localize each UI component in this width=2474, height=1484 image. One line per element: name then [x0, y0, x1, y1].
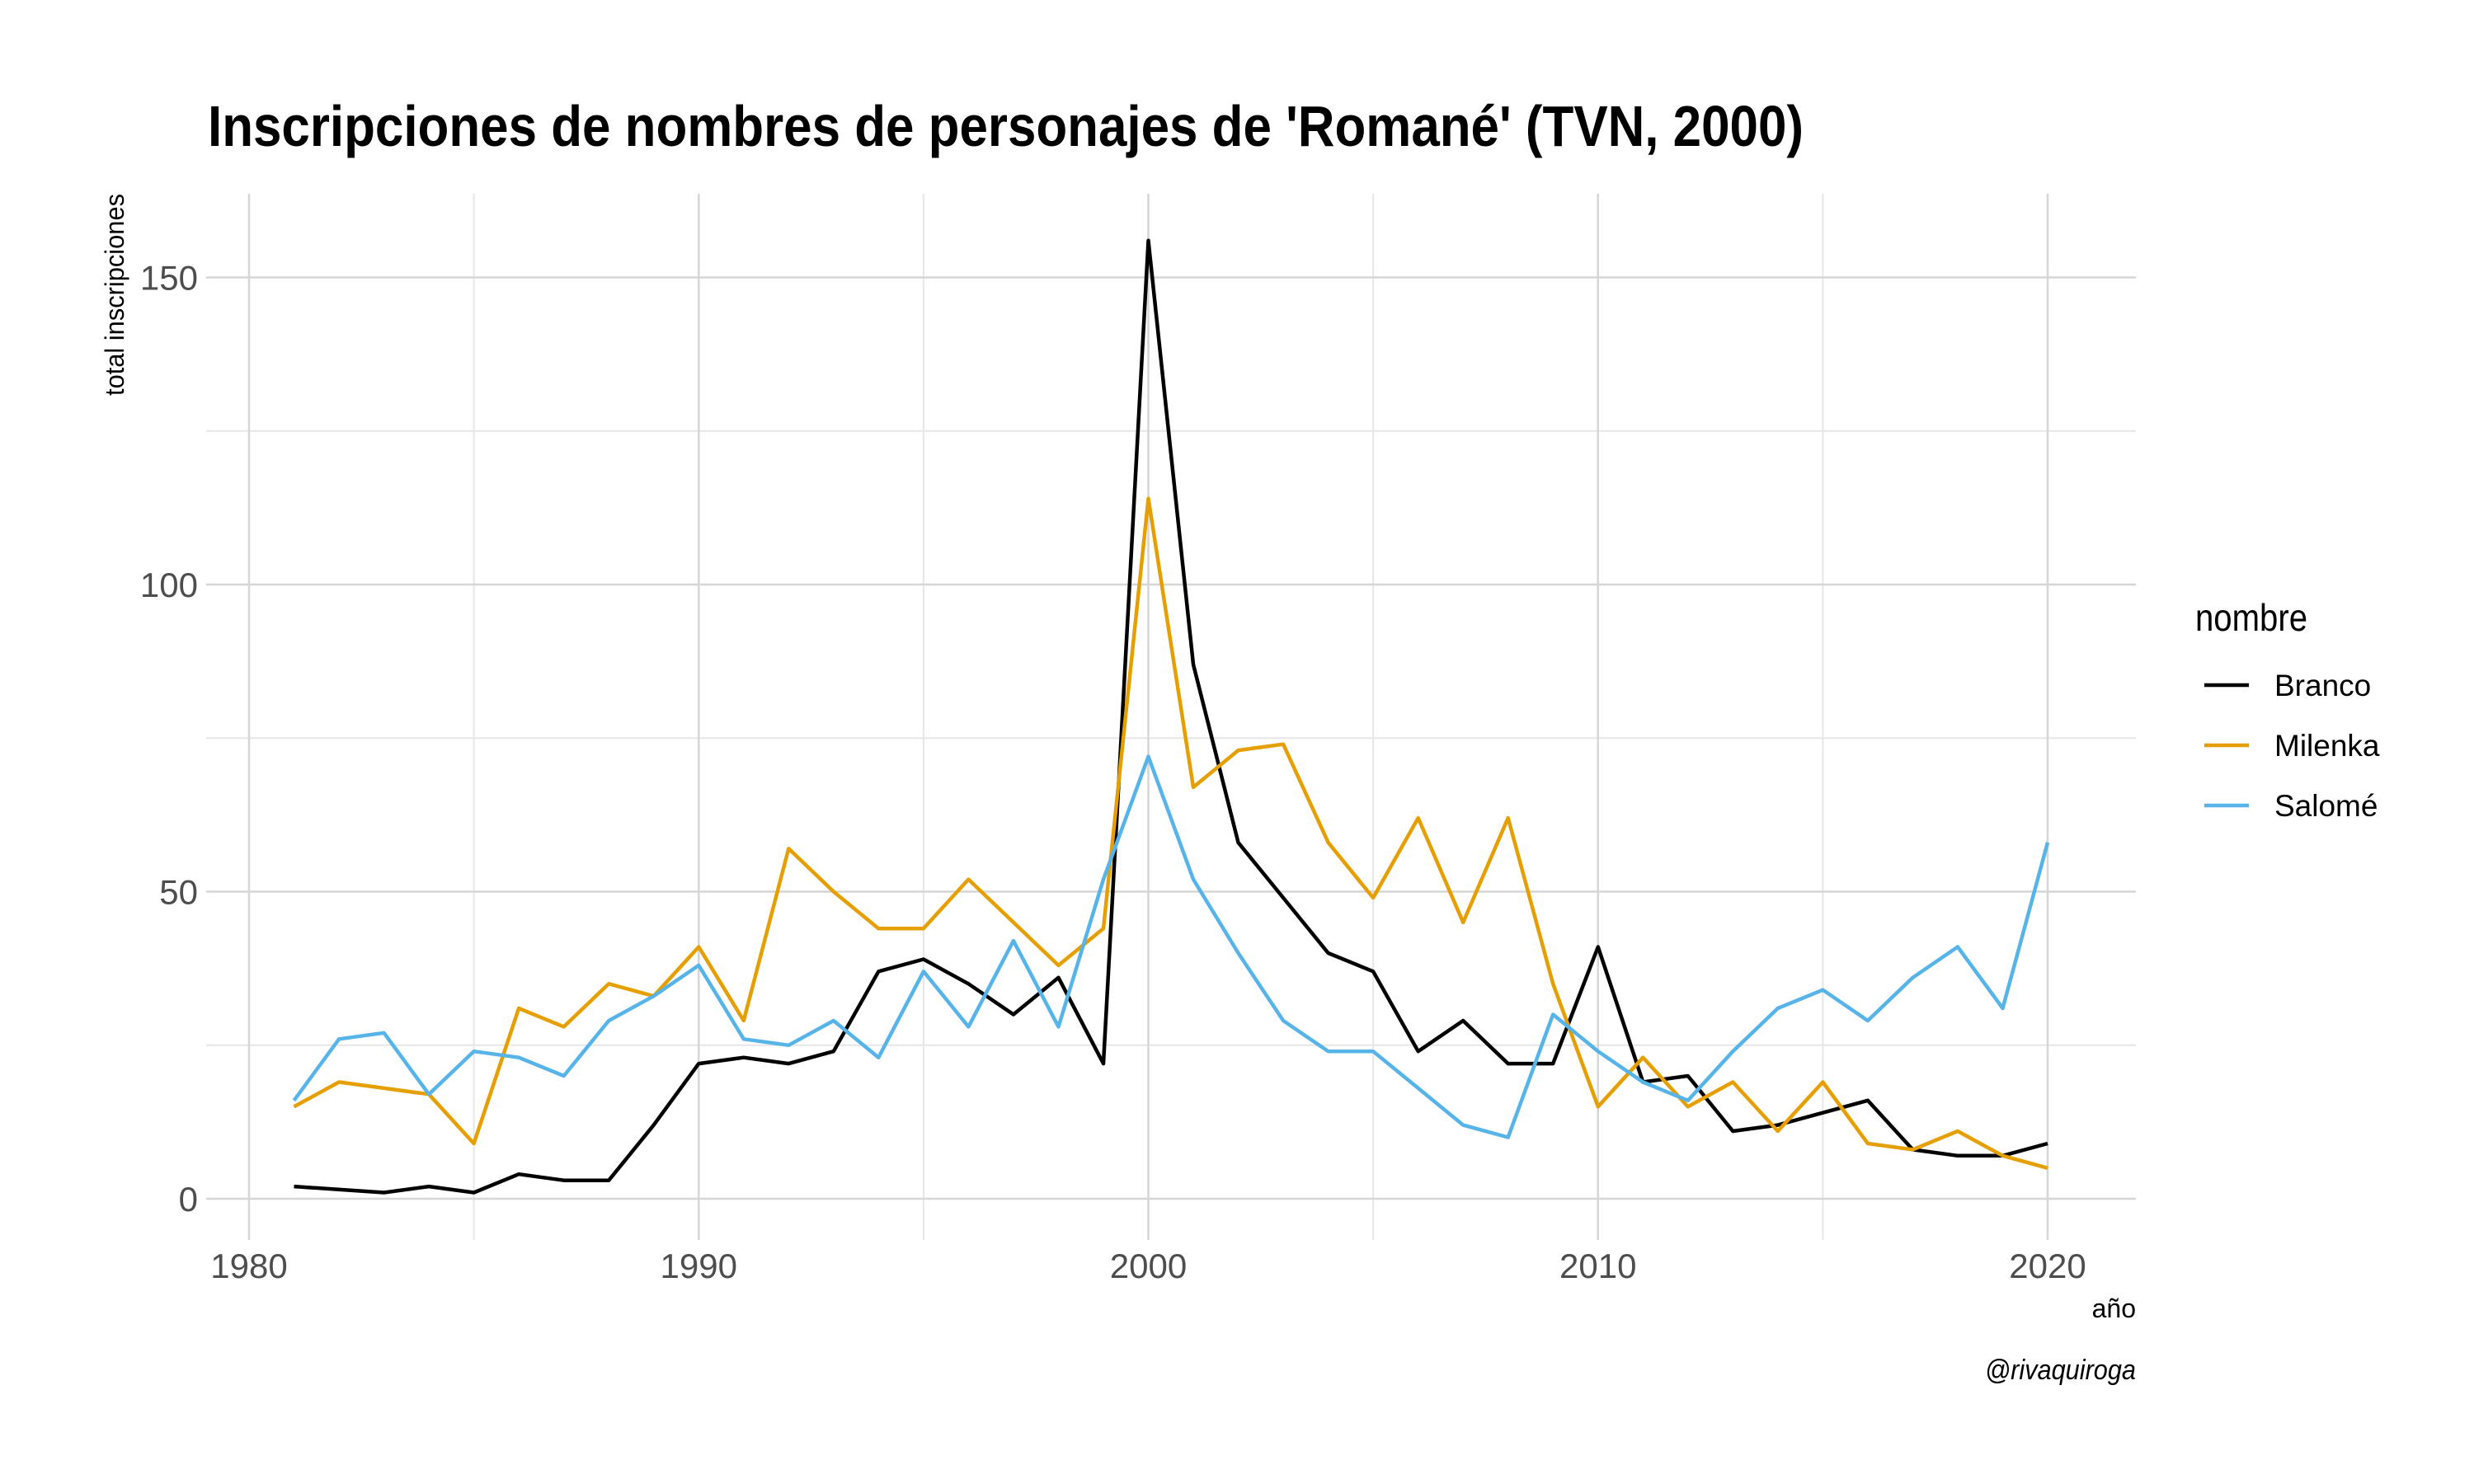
chart-title: Inscripciones de nombres de personajes d… [208, 94, 1804, 158]
legend-label: Branco [2274, 669, 2371, 702]
legend-label: Salomé [2274, 789, 2378, 823]
legend: nombre Branco Milenka Salomé [2195, 596, 2380, 823]
x-tick-label: 1980 [210, 1247, 287, 1285]
grid [206, 194, 2136, 1240]
y-tick-label: 100 [140, 566, 198, 604]
axes: 1980 1990 2000 2010 2020 0 50 100 150 [140, 259, 2086, 1286]
series-line-branco [294, 238, 2048, 1195]
x-tick-label: 2010 [1559, 1247, 1636, 1285]
x-tick-label: 1990 [661, 1247, 737, 1285]
series-line-salomé [292, 754, 2050, 1139]
x-axis-label: año [2092, 1294, 2136, 1323]
series-lines [292, 238, 2050, 1195]
y-tick-label: 150 [140, 259, 198, 298]
caption: @rivaquiroga [1985, 1355, 2136, 1386]
legend-title: nombre [2195, 596, 2307, 639]
series-line-milenka [293, 496, 2048, 1170]
x-tick-label: 2020 [2009, 1247, 2086, 1285]
y-tick-label: 0 [179, 1180, 198, 1219]
legend-label: Milenka [2274, 729, 2380, 763]
y-tick-label: 50 [159, 873, 198, 912]
y-axis-label: total inscripciones [100, 194, 129, 396]
x-tick-label: 2000 [1110, 1247, 1187, 1285]
